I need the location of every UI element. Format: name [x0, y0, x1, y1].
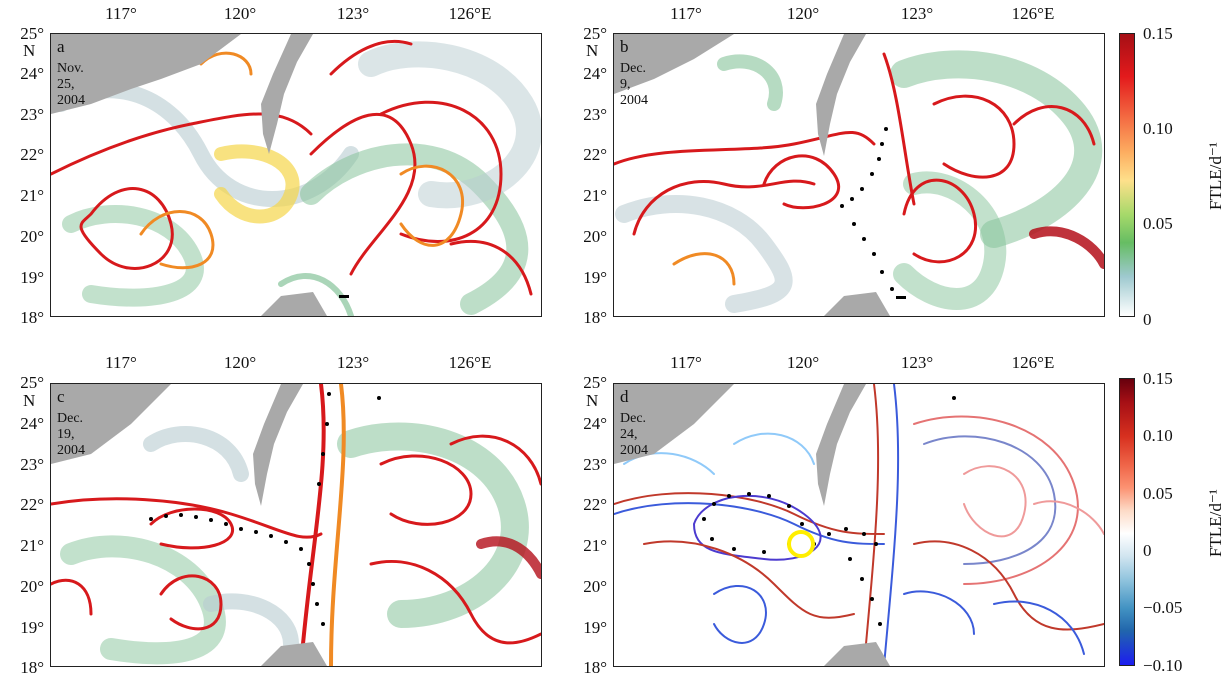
- x-tick-117: 117°: [670, 4, 702, 23]
- panel-label-c: c: [57, 387, 65, 406]
- y-tick-18: 18°: [20, 658, 44, 677]
- cbar-top-tick-0: 0: [1143, 310, 1152, 329]
- y-tick-19: 19°: [583, 618, 607, 637]
- x-tick-123: 123°: [336, 353, 370, 372]
- y-tick-20: 20°: [583, 577, 607, 596]
- y-tick-21: 21°: [20, 536, 44, 555]
- x-tick-120: 120°: [223, 4, 257, 23]
- cbar-bottom-tick-0: 0: [1143, 541, 1152, 560]
- x-tick-123: 123°: [900, 4, 934, 23]
- y-tick-25: 25°: [583, 373, 607, 392]
- x-tick-123: 123°: [336, 4, 370, 23]
- ftle-map-a: [50, 33, 542, 317]
- y-tick-25: 25°: [20, 373, 44, 392]
- panel-date-c: Dec. 19, 2004: [57, 411, 85, 458]
- y-tick-23: 23°: [583, 105, 607, 124]
- y-tick-21: 21°: [583, 186, 607, 205]
- cbar-top-tick-010: 0.10: [1143, 119, 1173, 138]
- panel-date-d: Dec. 24, 2004: [620, 411, 648, 458]
- north-label: N: [586, 391, 599, 410]
- ftle-map-c: [50, 383, 542, 667]
- y-tick-19: 19°: [583, 268, 607, 287]
- y-tick-18: 18°: [583, 658, 607, 677]
- y-tick-25: 25°: [583, 24, 607, 43]
- y-tick-24: 24°: [583, 414, 607, 433]
- x-tick-126: 126°E: [448, 4, 492, 23]
- panel-date-a: Nov. 25, 2004: [57, 61, 85, 108]
- x-tick-126: 126°E: [1011, 4, 1055, 23]
- colorbar-top: [1119, 33, 1135, 317]
- y-tick-23: 23°: [583, 455, 607, 474]
- y-tick-22: 22°: [20, 145, 44, 164]
- cbar-bottom-tick-005: 0.05: [1143, 484, 1173, 503]
- y-tick-23: 23°: [20, 455, 44, 474]
- cbar-bottom-tick-m010: −0.10: [1143, 656, 1183, 675]
- y-tick-24: 24°: [20, 414, 44, 433]
- x-tick-126: 126°E: [448, 353, 492, 372]
- cbar-top-tick-015: 0.15: [1143, 24, 1173, 43]
- y-tick-20: 20°: [20, 577, 44, 596]
- y-tick-18: 18°: [583, 308, 607, 327]
- y-tick-25: 25°: [20, 24, 44, 43]
- north-label: N: [586, 41, 599, 60]
- colorbar-top-title: FTLE/d⁻¹: [1206, 142, 1225, 210]
- y-tick-22: 22°: [20, 495, 44, 514]
- x-tick-126: 126°E: [1011, 353, 1055, 372]
- x-tick-117: 117°: [670, 353, 702, 372]
- y-tick-24: 24°: [583, 64, 607, 83]
- y-tick-22: 22°: [583, 495, 607, 514]
- y-tick-19: 19°: [20, 268, 44, 287]
- y-tick-20: 20°: [20, 227, 44, 246]
- cbar-bottom-tick-015: 0.15: [1143, 369, 1173, 388]
- cbar-bottom-tick-m005: −0.05: [1143, 598, 1183, 617]
- panel-label-d: d: [620, 387, 629, 406]
- x-tick-117: 117°: [105, 4, 137, 23]
- y-tick-20: 20°: [583, 227, 607, 246]
- north-label: N: [23, 41, 36, 60]
- ftle-map-b: [613, 33, 1105, 317]
- x-tick-120: 120°: [786, 353, 820, 372]
- north-label: N: [23, 391, 36, 410]
- y-tick-21: 21°: [20, 186, 44, 205]
- y-tick-23: 23°: [20, 105, 44, 124]
- y-tick-18: 18°: [20, 308, 44, 327]
- colorbar-bottom-title: FTLE/d⁻¹: [1206, 489, 1225, 557]
- panel-date-b: Dec. 9, 2004: [620, 61, 648, 108]
- x-tick-120: 120°: [786, 4, 820, 23]
- colorbar-bottom: [1119, 378, 1135, 666]
- y-tick-24: 24°: [20, 64, 44, 83]
- x-tick-120: 120°: [223, 353, 257, 372]
- cbar-top-tick-005: 0.05: [1143, 214, 1173, 233]
- cbar-bottom-tick-010: 0.10: [1143, 426, 1173, 445]
- y-tick-19: 19°: [20, 618, 44, 637]
- panel-label-a: a: [57, 37, 65, 56]
- panel-label-b: b: [620, 37, 629, 56]
- y-tick-21: 21°: [583, 536, 607, 555]
- y-tick-22: 22°: [583, 145, 607, 164]
- x-tick-123: 123°: [900, 353, 934, 372]
- ftle-map-d: [613, 383, 1105, 667]
- x-tick-117: 117°: [105, 353, 137, 372]
